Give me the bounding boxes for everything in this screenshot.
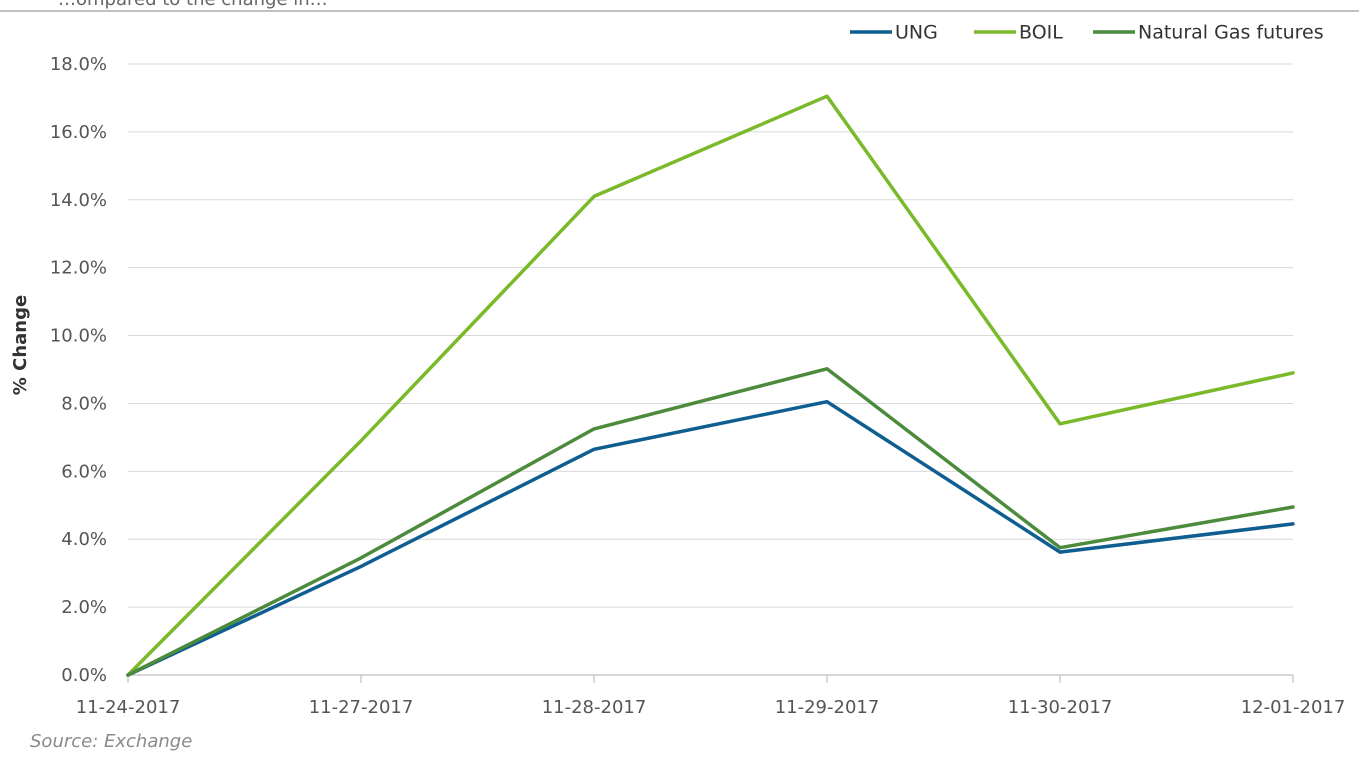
y-tick-label: 6.0% [61, 461, 107, 482]
gridlines [128, 63, 1293, 608]
series-lines [126, 94, 1295, 677]
y-tick-label: 8.0% [61, 393, 107, 414]
x-tick-label: 11-24-2017 [76, 697, 181, 718]
y-tick-label: 18.0% [50, 54, 107, 75]
series-line-boil [126, 94, 1295, 677]
legend: UNG BOIL Natural Gas futures [850, 22, 1324, 44]
y-tick-label: 12.0% [50, 258, 107, 279]
y-tick-label: 16.0% [50, 122, 107, 143]
legend-item: BOIL [974, 22, 1063, 44]
y-axis: 0.0% 2.0% 4.0% 6.0% 8.0% 10.0% 12.0% 14.0% 16.0%… [50, 54, 107, 686]
legend-label: BOIL [1019, 22, 1063, 44]
x-tick-label: 11-28-2017 [542, 697, 647, 718]
source-note: Source: Exchange [30, 731, 192, 752]
legend-item: UNG [850, 22, 938, 44]
y-tick-label: 0.0% [61, 665, 107, 686]
chart-title-fragment: …ompared to the change in… [58, 0, 328, 10]
y-tick-label: 14.0% [50, 190, 107, 211]
x-axis: 11-24-2017 11-27-2017 11-28-2017 11-29-2017… [76, 674, 1346, 718]
x-tick-label: 12-01-2017 [1241, 697, 1346, 718]
y-axis-title: % Change [10, 295, 31, 395]
x-tick-label: 11-27-2017 [309, 697, 414, 718]
x-tick-label: 11-29-2017 [775, 697, 880, 718]
y-tick-label: 4.0% [61, 529, 107, 550]
legend-label: UNG [895, 22, 938, 44]
series-line-natural-gas-futures [126, 367, 1295, 677]
y-tick-label: 10.0% [50, 326, 107, 347]
legend-label: Natural Gas futures [1138, 22, 1324, 44]
x-tick-label: 11-30-2017 [1008, 697, 1113, 718]
legend-item: Natural Gas futures [1093, 22, 1324, 44]
series-line-ung [126, 399, 1295, 677]
y-tick-label: 2.0% [61, 597, 107, 618]
